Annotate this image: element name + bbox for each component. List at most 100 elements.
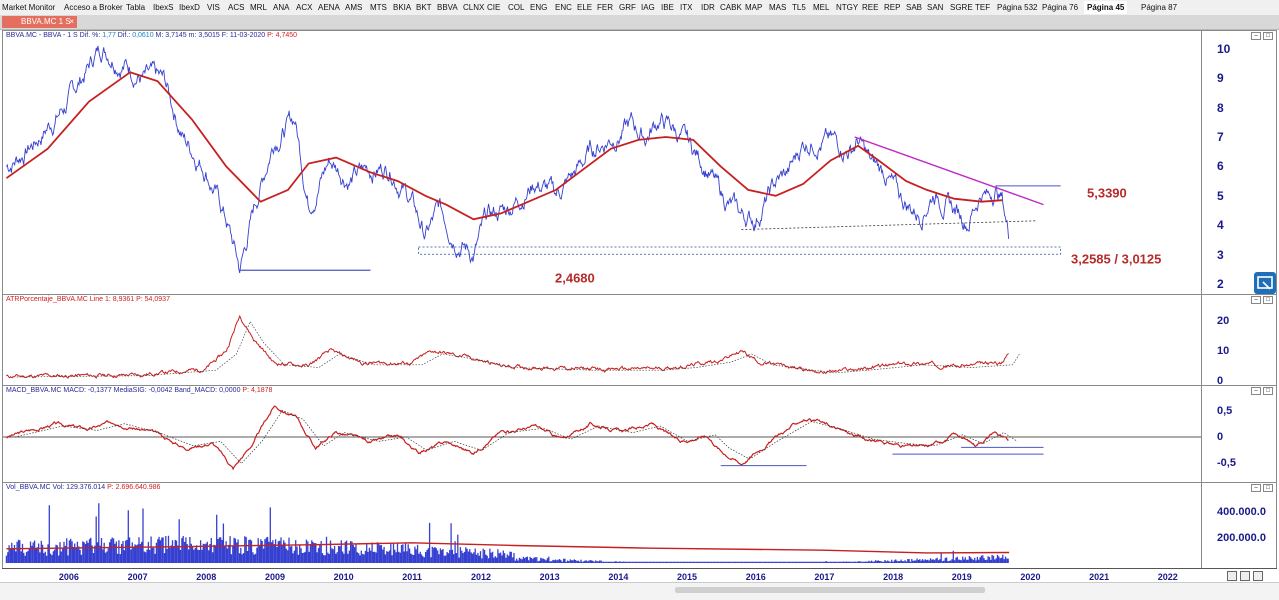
macd-panel[interactable]: MACD_BBVA.MC MACD: -0,1377 MediaSIG: -0,… — [2, 385, 1277, 483]
menu-item-aena[interactable]: AENA — [318, 3, 340, 12]
minimize-icon[interactable]: – — [1251, 296, 1261, 304]
x-tick-year: 2022 — [1157, 572, 1178, 582]
menu-item-ibexs[interactable]: IbexS — [153, 3, 174, 12]
y-tick-label: 3 — [1217, 247, 1224, 262]
menu-item-ree[interactable]: REE — [862, 3, 879, 12]
active-chart-tab[interactable]: BBVA.MC 1 S × — [2, 16, 77, 28]
minimize-icon[interactable]: – — [1251, 484, 1261, 492]
title-segment: MACD_BBVA.MC MACD: -0,1377 MediaSIG: -0,… — [6, 387, 243, 394]
atr-panel[interactable]: ATRPorcentaje_BBVA.MC Line 1: 8,9361 P: … — [2, 294, 1277, 386]
menu-item-ana[interactable]: ANA — [273, 3, 290, 12]
menu-bar: Market Monitor Acceso a Broker Tabla IbexS I… — [0, 0, 1279, 16]
time-axis: 2006 2007 2008 2009 2010 2011 2012 2013 2014 2015… — [2, 568, 1277, 583]
volume-panel[interactable]: Vol_BBVA.MC Vol: 129.376.014 P: 2.696.64… — [2, 482, 1277, 569]
horizontal-scrollbar[interactable] — [675, 587, 985, 593]
maximize-icon[interactable]: □ — [1263, 296, 1273, 304]
menu-item-map[interactable]: MAP — [745, 3, 763, 12]
menu-item-cabk[interactable]: CABK — [720, 3, 742, 12]
menu-item-p-gina-76[interactable]: Página 76 — [1042, 3, 1079, 12]
chart-tools-icon[interactable] — [1254, 272, 1276, 294]
menu-item-ams[interactable]: AMS — [345, 3, 363, 12]
maximize-icon[interactable]: □ — [1263, 484, 1273, 492]
atr-panel-title: ATRPorcentaje_BBVA.MC Line 1: 8,9361 P: … — [6, 296, 170, 303]
y-tick-label: 6 — [1217, 159, 1224, 174]
menu-item-market-monitor[interactable]: Market Monitor — [2, 3, 56, 12]
title-segment: M: 3,7145 m: 3,5015 F: 11-03-2020 — [153, 32, 268, 39]
y-tick-label: 8 — [1217, 100, 1224, 115]
menu-item-tl5[interactable]: TL5 — [792, 3, 806, 12]
menu-item-ele[interactable]: ELE — [577, 3, 593, 12]
menu-item-p-gina-532[interactable]: Página 532 — [997, 3, 1038, 12]
tab-bar: BBVA.MC 1 S × — [0, 15, 1279, 30]
menu-item-ibexd[interactable]: IbexD — [179, 3, 200, 12]
print-icon[interactable] — [1227, 571, 1237, 581]
y-tick-label: 20 — [1217, 315, 1230, 327]
menu-item-san[interactable]: SAN — [927, 3, 944, 12]
downtrend-line — [854, 136, 1044, 206]
menu-item-sab[interactable]: SAB — [906, 3, 923, 12]
title-segment: P: 54,0937 — [136, 296, 170, 303]
menu-item-p-gina-87[interactable]: Página 87 — [1141, 3, 1178, 12]
title-segment: ATRPorcentaje_BBVA.MC Line 1: 8,9361 — [6, 296, 137, 303]
menu-item-iag[interactable]: IAG — [641, 3, 655, 12]
status-bar — [0, 582, 1279, 600]
y-tick-label: 10 — [1217, 41, 1231, 56]
settings-icon[interactable] — [1253, 571, 1263, 581]
x-tick-year: 2016 — [745, 572, 766, 582]
menu-item-sgre[interactable]: SGRE — [950, 3, 973, 12]
maximize-icon[interactable]: □ — [1263, 32, 1273, 40]
volume-plot — [5, 503, 1010, 563]
title-segment: BBVA.MC - BBVA - 1 S Dif. %: — [6, 32, 103, 39]
menu-item-rep[interactable]: REP — [884, 3, 901, 12]
menu-item-p-gina-45[interactable]: Página 45 — [1084, 1, 1128, 14]
macd-panel-title: MACD_BBVA.MC MACD: -0,1377 MediaSIG: -0,… — [6, 387, 272, 394]
macd-line — [6, 405, 1009, 471]
title-segment: Dif.: — [115, 32, 133, 39]
menu-item-col[interactable]: COL — [508, 3, 525, 12]
menu-item-grf[interactable]: GRF — [619, 3, 636, 12]
menu-item-bkia[interactable]: BKIA — [393, 3, 412, 12]
volume-bars — [5, 503, 1009, 563]
support-zone-box — [418, 246, 1062, 255]
minimize-icon[interactable]: – — [1251, 387, 1261, 395]
macd-plot — [3, 405, 1201, 471]
menu-item-clnx[interactable]: CLNX — [463, 3, 485, 12]
menu-item-cie[interactable]: CIE — [487, 3, 501, 12]
menu-item-bkt[interactable]: BKT — [416, 3, 432, 12]
menu-item-acs[interactable]: ACS — [228, 3, 245, 12]
y-axis-separator — [1201, 483, 1202, 568]
menu-item-tef[interactable]: TEF — [975, 3, 991, 12]
menu-item-fer[interactable]: FER — [597, 3, 613, 12]
menu-item-enc[interactable]: ENC — [555, 3, 572, 12]
menu-item-mrl[interactable]: MRL — [250, 3, 267, 12]
menu-item-bbva[interactable]: BBVA — [437, 3, 458, 12]
menu-item-vis[interactable]: VIS — [207, 3, 220, 12]
x-tick-year: 2021 — [1089, 572, 1110, 582]
menu-item-mel[interactable]: MEL — [813, 3, 830, 12]
menu-item-ntgy[interactable]: NTGY — [836, 3, 859, 12]
menu-item-idr[interactable]: IDR — [701, 3, 715, 12]
menu-item-acx[interactable]: ACX — [296, 3, 313, 12]
menu-item-ibe[interactable]: IBE — [661, 3, 674, 12]
maximize-icon[interactable]: □ — [1263, 387, 1273, 395]
menu-item-mts[interactable]: MTS — [370, 3, 387, 12]
title-segment: P: 4,1878 — [242, 387, 273, 394]
menu-item-tabla[interactable]: Tabla — [126, 3, 146, 12]
minimize-icon[interactable]: – — [1251, 32, 1261, 40]
x-tick-year: 2013 — [539, 572, 560, 582]
y-tick-label: 7 — [1217, 130, 1224, 144]
x-tick-year: 2017 — [814, 572, 835, 582]
x-tick-year: 2012 — [470, 572, 492, 582]
menu-item-eng[interactable]: ENG — [530, 3, 548, 12]
volume-panel-title: Vol_BBVA.MC Vol: 129.376.014 P: 2.696.64… — [6, 484, 160, 491]
y-tick-label: 9 — [1217, 71, 1224, 86]
x-tick-year: 2007 — [127, 572, 148, 582]
resistance-callout: 5,3390 — [1087, 185, 1127, 201]
menu-item-mas[interactable]: MAS — [769, 3, 787, 12]
price-chart-panel[interactable]: BBVA.MC - BBVA - 1 S Dif. %: 1,77 Dif.: … — [2, 30, 1277, 295]
menu-item-acceso-a-broker[interactable]: Acceso a Broker — [64, 3, 123, 12]
menu-item-itx[interactable]: ITX — [680, 3, 693, 12]
tab-close-icon[interactable]: × — [69, 17, 74, 26]
title-segment: P: 2.696.640.986 — [107, 484, 161, 491]
save-icon[interactable] — [1240, 571, 1250, 581]
